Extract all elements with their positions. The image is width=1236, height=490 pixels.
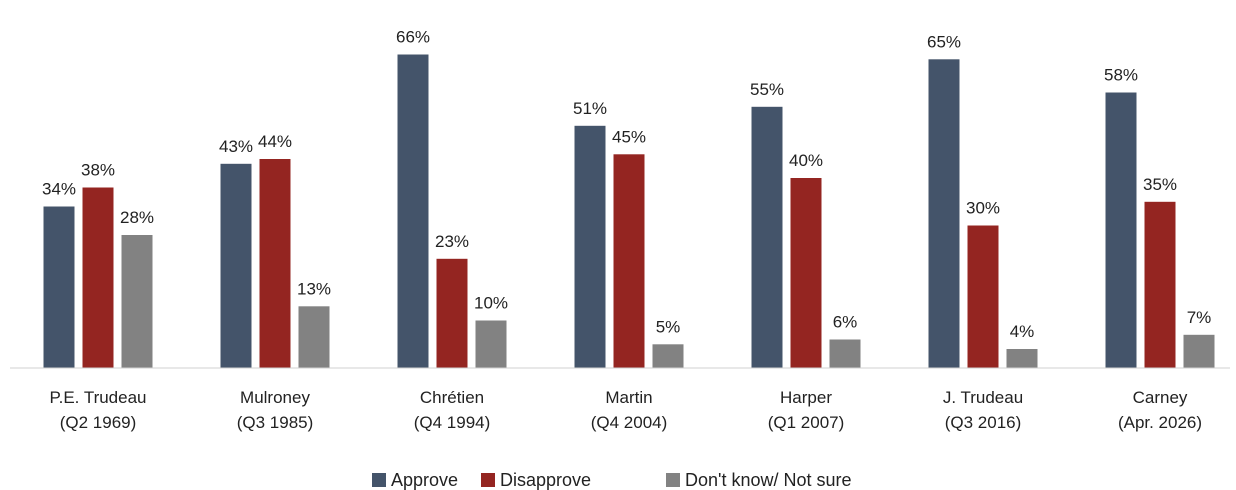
value-label-harper-approve: 55% [750, 80, 784, 99]
value-label-carney-approve: 58% [1104, 66, 1138, 85]
value-label-p-e-trudeau-approve: 34% [42, 180, 76, 199]
value-label-chr-tien-disapprove: 23% [435, 232, 469, 251]
value-labels-layer: 34% 38% 28% 43% 44% 13% 66% 23% 10% 51% 45% 5% 55% 40… [42, 28, 1211, 342]
bar-martin-disapprove [613, 154, 645, 369]
category-label-mulroney: Mulroney (Q3 1985) [237, 388, 314, 432]
bar-j-trudeau-approve [928, 59, 960, 369]
legend: Approve Disapprove Don't know/ Not sure [372, 470, 852, 490]
category-label-harper: Harper (Q1 2007) [768, 388, 845, 432]
bars-layer [43, 54, 1215, 369]
category-label-j-trudeau: J. Trudeau (Q3 2016) [943, 388, 1023, 432]
value-label-p-e-trudeau-don-t-know-not-sure: 28% [120, 208, 154, 227]
bar-j-trudeau-don-t-know-not-sure [1006, 349, 1038, 368]
category-label-martin: Martin (Q4 2004) [591, 388, 668, 432]
value-label-chr-tien-don-t-know-not-sure: 10% [474, 294, 508, 313]
value-label-p-e-trudeau-disapprove: 38% [81, 161, 115, 180]
bar-martin-don-t-know-not-sure [652, 344, 684, 369]
value-label-carney-don-t-know-not-sure: 7% [1187, 308, 1212, 327]
category-label-p-e-trudeau: P.E. Trudeau (Q2 1969) [49, 388, 146, 432]
bar-harper-don-t-know-not-sure [829, 339, 861, 368]
legend-swatch-approve [372, 473, 386, 487]
category-label-carney: Carney (Apr. 2026) [1118, 388, 1202, 432]
bar-mulroney-approve [220, 163, 252, 369]
bar-chr-tien-approve [397, 54, 429, 368]
legend-swatch-don-t-know-not-sure [666, 473, 680, 487]
bar-chr-tien-don-t-know-not-sure [475, 320, 507, 368]
value-label-martin-approve: 51% [573, 99, 607, 118]
value-label-harper-disapprove: 40% [789, 151, 823, 170]
bar-mulroney-don-t-know-not-sure [298, 306, 330, 369]
bar-mulroney-disapprove [259, 159, 291, 368]
bar-p-e-trudeau-approve [43, 206, 75, 368]
value-label-j-trudeau-disapprove: 30% [966, 199, 1000, 218]
legend-label-don-t-know-not-sure: Don't know/ Not sure [685, 470, 852, 490]
legend-swatch-disapprove [481, 473, 495, 487]
value-label-martin-don-t-know-not-sure: 5% [656, 317, 681, 336]
bar-martin-approve [574, 125, 606, 369]
bar-harper-disapprove [790, 178, 822, 368]
value-label-mulroney-approve: 43% [219, 137, 253, 156]
bar-chr-tien-disapprove [436, 258, 468, 369]
bar-carney-approve [1105, 92, 1137, 368]
bar-j-trudeau-disapprove [967, 225, 999, 368]
bar-p-e-trudeau-disapprove [82, 187, 114, 368]
value-label-harper-don-t-know-not-sure: 6% [833, 313, 858, 332]
bar-carney-don-t-know-not-sure [1183, 334, 1215, 369]
value-label-martin-disapprove: 45% [612, 127, 646, 146]
bar-harper-approve [751, 106, 783, 369]
value-label-mulroney-disapprove: 44% [258, 132, 292, 151]
value-label-chr-tien-approve: 66% [396, 28, 430, 47]
category-label-chr-tien: Chrétien (Q4 1994) [414, 388, 491, 432]
legend-label-disapprove: Disapprove [500, 470, 591, 490]
category-labels-layer: P.E. Trudeau (Q2 1969) Mulroney (Q3 1985) Ch… [49, 388, 1202, 432]
value-label-j-trudeau-don-t-know-not-sure: 4% [1010, 322, 1035, 341]
value-label-carney-disapprove: 35% [1143, 175, 1177, 194]
bar-p-e-trudeau-don-t-know-not-sure [121, 235, 153, 368]
value-label-mulroney-don-t-know-not-sure: 13% [297, 279, 331, 298]
legend-label-approve: Approve [391, 470, 458, 490]
bar-carney-disapprove [1144, 201, 1176, 369]
value-label-j-trudeau-approve: 65% [927, 32, 961, 51]
